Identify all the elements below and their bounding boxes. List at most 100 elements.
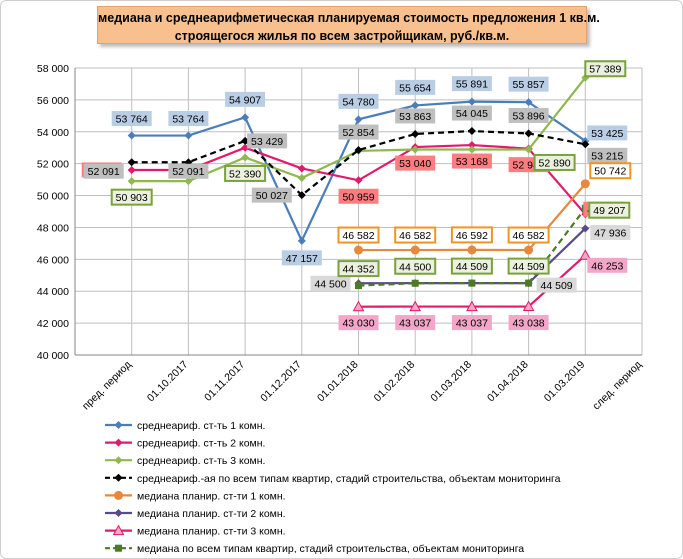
data-point-4 (467, 127, 476, 136)
x-tick-label: 01.10.2017 (145, 359, 191, 405)
data-label-box (451, 105, 492, 121)
data-label: 46 582 (342, 230, 374, 242)
data-point-1 (354, 115, 363, 124)
data-label: 46 592 (456, 230, 488, 242)
data-label-box (395, 315, 436, 331)
series-line-4 (131, 129, 586, 197)
data-label-box (584, 60, 627, 78)
data-label-box (536, 277, 577, 293)
data-label-box (395, 79, 436, 95)
legend-label-3: среднеариф. ст-ть 3 комн. (137, 455, 265, 467)
y-tick-label: 58 000 (37, 63, 69, 75)
legend-label-4: среднеариф.-ая по всем типам квартир, ст… (137, 473, 561, 485)
data-label-box (338, 315, 379, 331)
legend-marker-6 (114, 509, 123, 517)
data-label-box (225, 91, 266, 107)
data-point-1 (241, 113, 250, 122)
data-label-box (168, 163, 209, 179)
data-label: 43 037 (399, 318, 431, 330)
data-label: 43 038 (513, 318, 545, 330)
legend-marker-4 (114, 473, 123, 482)
data-label-box (508, 315, 549, 331)
legend-label-7: медиана планир. ст-ти 3 комн. (137, 526, 286, 538)
data-label-box (168, 111, 209, 127)
data-point-7 (352, 300, 365, 312)
y-tick-label: 42 000 (37, 318, 69, 330)
legend-marker-7 (112, 524, 125, 536)
data-point-6 (581, 224, 590, 233)
data-point-7 (522, 300, 535, 312)
data-label-box (110, 188, 153, 206)
chart-title-line-2: строящегося жилья по всем застройщикам, … (174, 29, 510, 43)
data-point-3 (127, 177, 136, 186)
data-label: 52 390 (229, 168, 261, 180)
data-label: 50 742 (594, 166, 626, 178)
y-tick-label: 48 000 (37, 222, 69, 234)
data-label-box (533, 153, 576, 171)
x-tick-label: 01.03.2018 (428, 359, 474, 405)
data-point-1 (467, 97, 476, 106)
data-label-box (247, 133, 288, 149)
data-label-box (451, 153, 492, 169)
data-label: 53 425 (591, 128, 623, 140)
data-label-box (587, 125, 628, 141)
data-label: 43 030 (342, 318, 374, 330)
data-label: 50 959 (342, 191, 374, 203)
data-point-5 (580, 179, 590, 189)
data-point-3 (524, 145, 533, 154)
legend-label-2: среднеариф. ст-ть 2 комн. (137, 438, 265, 450)
data-label: 53 040 (399, 158, 431, 170)
data-label: 53 764 (116, 114, 148, 126)
legend-label-6: медиана планир. ст-ти 2 комн. (137, 508, 286, 520)
data-point-3 (467, 145, 476, 154)
data-label: 46 582 (399, 230, 431, 242)
data-label: 50 903 (116, 192, 148, 204)
data-label: 53 429 (251, 136, 283, 148)
data-label-box (338, 124, 379, 140)
data-label-box (111, 111, 152, 127)
data-point-7 (466, 300, 478, 312)
data-label-box (338, 93, 379, 109)
data-label-box (337, 226, 380, 244)
data-label-box (507, 226, 550, 244)
legend-marker-2 (114, 438, 123, 447)
data-point-5 (467, 245, 477, 255)
data-point-3 (297, 174, 306, 183)
data-label: 57 389 (589, 64, 621, 76)
data-label: 44 509 (541, 280, 573, 292)
data-label: 44 500 (399, 261, 431, 273)
x-tick-label: 01.04.2018 (485, 359, 531, 405)
data-point-4 (524, 129, 533, 138)
data-label-box (588, 201, 631, 219)
y-tick-label: 50 000 (37, 191, 69, 203)
data-point-1 (297, 236, 306, 245)
data-label: 44 352 (342, 264, 374, 276)
data-label-box (395, 108, 436, 124)
data-point-5 (354, 245, 363, 255)
data-point-4 (581, 140, 590, 149)
data-label: 50 027 (256, 190, 288, 202)
data-point-4 (127, 158, 136, 167)
data-point-7 (579, 249, 592, 260)
y-tick-label: 40 000 (37, 350, 69, 362)
y-tick-label: 56 000 (37, 95, 69, 107)
data-label-box (508, 76, 549, 92)
data-point-8 (411, 279, 419, 287)
data-label: 55 857 (513, 79, 545, 91)
data-label: 52 854 (342, 127, 374, 139)
data-label-box (395, 155, 436, 171)
data-label-box (587, 147, 628, 163)
data-label: 55 654 (399, 82, 431, 94)
data-label: 54 780 (342, 96, 374, 108)
data-label-box (310, 275, 351, 291)
data-point-8 (468, 279, 476, 287)
data-label-box (590, 224, 631, 240)
legend-marker-5 (114, 490, 123, 500)
chart-title-line-1: медиана и среднеарифметическая планируем… (98, 11, 600, 25)
y-tick-label: 44 000 (37, 286, 69, 298)
data-label: 53 863 (399, 111, 431, 123)
data-label-box (589, 162, 632, 180)
y-tick-label: 46 000 (37, 254, 69, 266)
legend-marker-1 (114, 421, 123, 429)
data-point-8 (525, 279, 533, 287)
